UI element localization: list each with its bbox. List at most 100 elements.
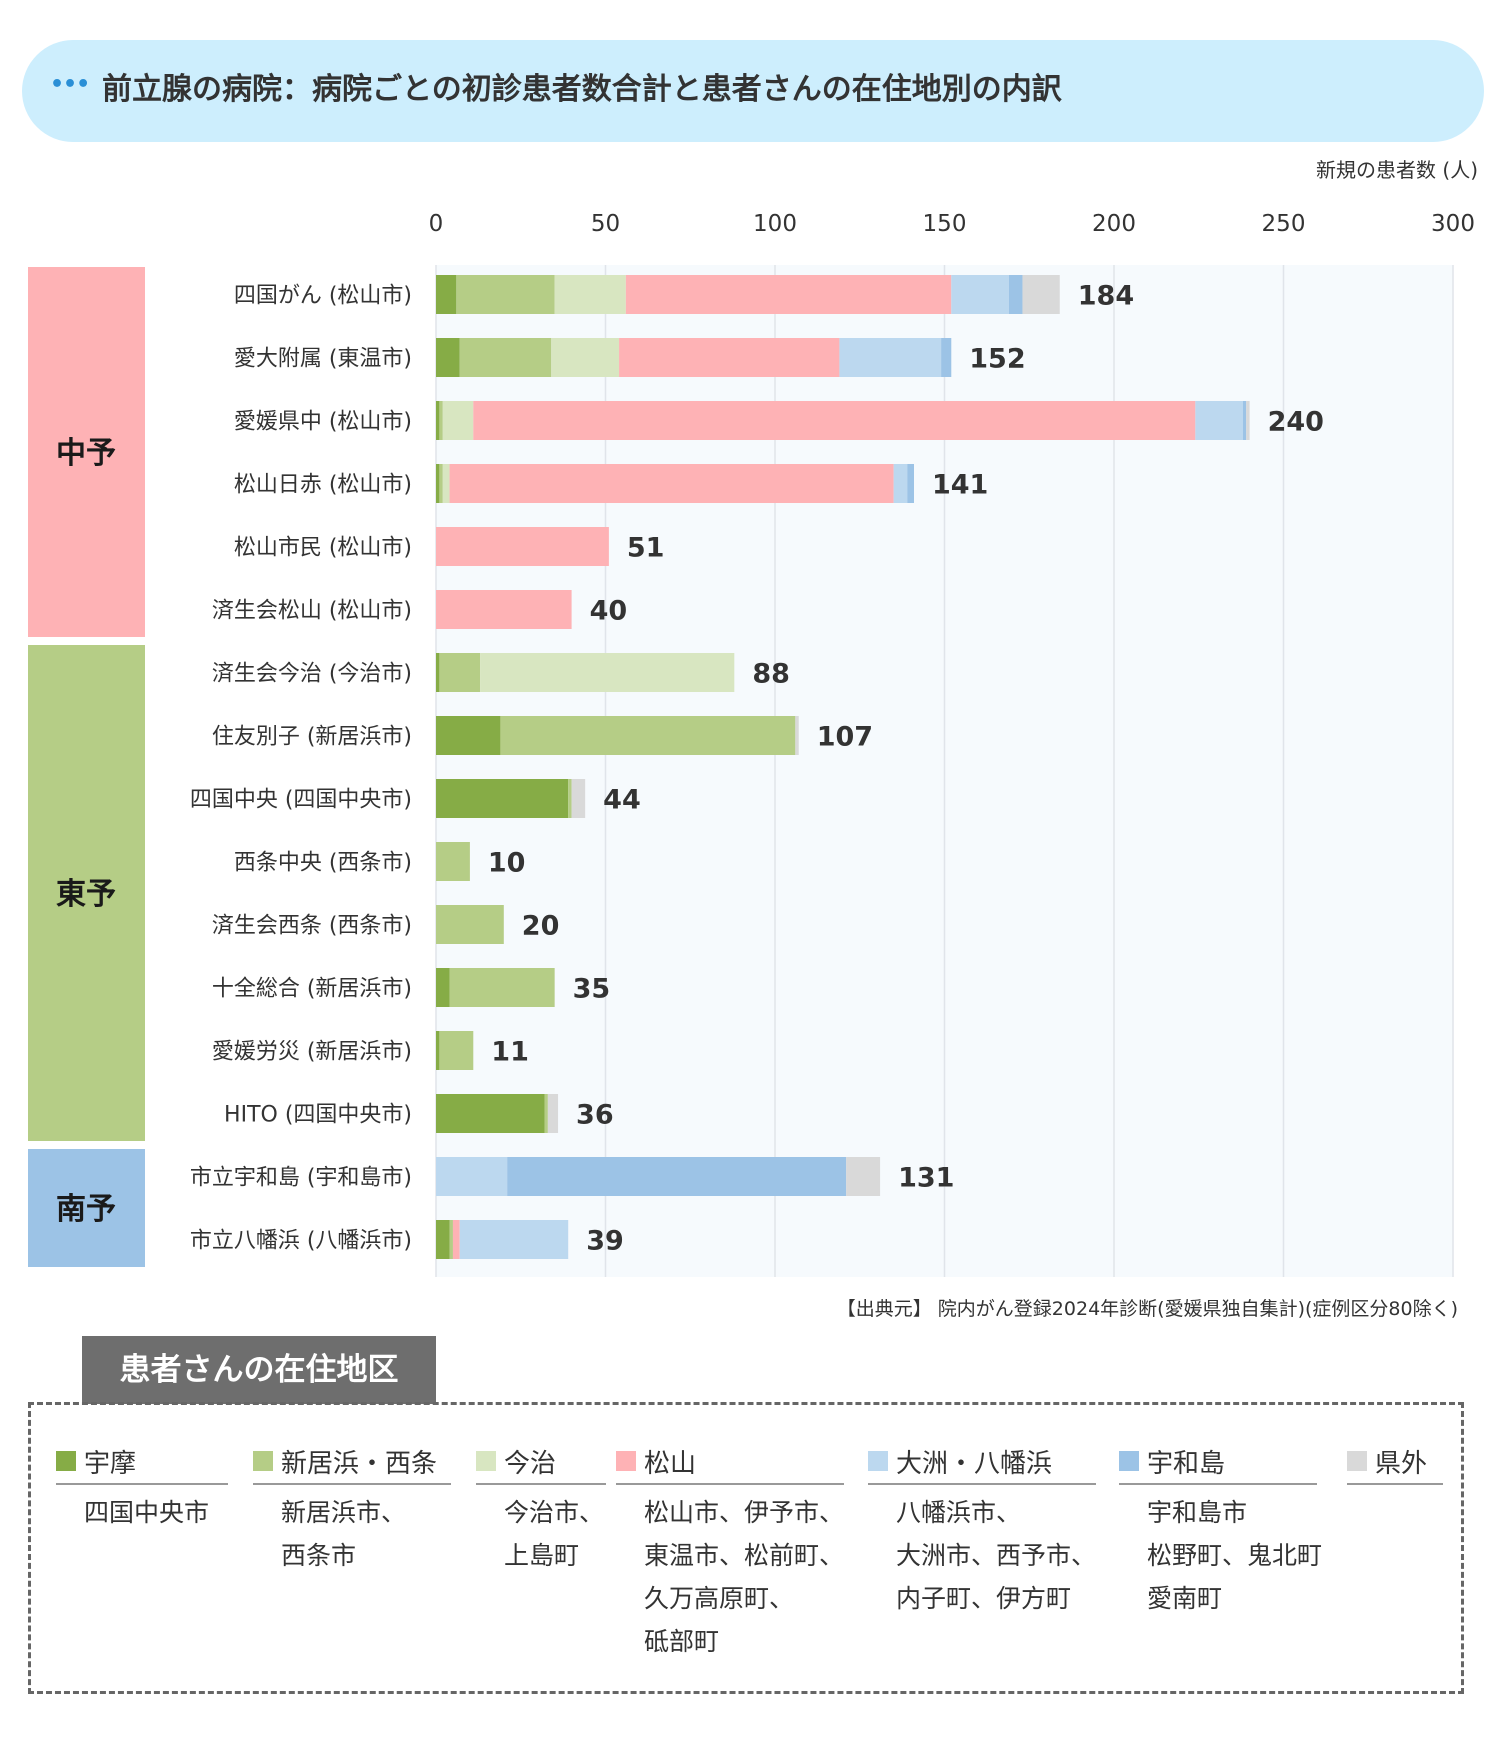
- legend-item-areas: 今治市、 上島町: [476, 1491, 606, 1577]
- total-value-label: 39: [586, 1226, 624, 1257]
- bar-segment: [551, 338, 620, 377]
- bar-segment: [436, 590, 572, 629]
- legend-item-name: 大洲・八幡浜: [896, 1448, 1053, 1479]
- total-value-label: 51: [627, 533, 665, 564]
- x-tick-label: 0: [429, 211, 444, 237]
- bar-segment: [436, 464, 440, 503]
- legend-title: 患者さんの在住地区: [82, 1336, 436, 1404]
- bar-segment: [439, 1031, 474, 1070]
- more-dots-icon: •••: [50, 72, 90, 97]
- bar-segment: [473, 401, 1196, 440]
- legend-item: 宇和島 宇和島市 松野町、鬼北町 愛南町: [1119, 1441, 1322, 1620]
- bar-segment: [456, 275, 555, 314]
- bar-segment: [436, 842, 470, 881]
- total-value-label: 184: [1078, 281, 1134, 312]
- bar-segment: [795, 716, 799, 755]
- bar-segment: [436, 338, 460, 377]
- legend-item-areas: 松山市、伊予市、 東温市、松前町、 久万高原町、 砥部町: [616, 1491, 844, 1663]
- region-label: 南予: [56, 1192, 116, 1227]
- bar-segment: [449, 968, 555, 1007]
- total-value-label: 20: [522, 911, 560, 942]
- legend-item: 大洲・八幡浜八幡浜市、 大洲市、西予市、 内子町、伊方町: [868, 1441, 1096, 1620]
- bar-segment: [436, 1157, 508, 1196]
- bar-segment: [436, 653, 440, 692]
- bar-segment: [1242, 401, 1247, 440]
- hospital-label: 愛媛県中 (松山市): [234, 410, 412, 435]
- legend-item-header: 宇摩: [56, 1441, 228, 1485]
- legend-area-line: 愛南町: [1147, 1584, 1223, 1613]
- legend-item-name: 今治: [504, 1448, 557, 1479]
- bar-segment: [449, 1220, 453, 1259]
- bar-segment: [941, 338, 952, 377]
- total-value-label: 40: [590, 596, 628, 627]
- bar-segment: [1022, 275, 1060, 314]
- legend-swatch: [476, 1451, 496, 1471]
- legend-area-line: 四国中央市: [84, 1498, 210, 1527]
- legend-area-line: 内子町、伊方町: [896, 1584, 1072, 1613]
- hospital-label: 松山市民 (松山市): [234, 536, 412, 561]
- bar-segment: [839, 338, 942, 377]
- legend-swatch: [868, 1451, 888, 1471]
- bar-segment: [436, 1094, 545, 1133]
- hospital-label: 済生会今治 (今治市): [212, 662, 412, 687]
- bar-segment: [436, 527, 609, 566]
- bar-segment: [439, 653, 481, 692]
- bar-segment: [436, 401, 440, 440]
- legend-item-header: 新居浜・西条: [253, 1441, 451, 1485]
- bar-segment: [500, 716, 796, 755]
- legend-item-name: 松山: [644, 1448, 697, 1479]
- bar-segment: [442, 464, 450, 503]
- hospital-label: 愛大附属 (東温市): [234, 347, 412, 372]
- x-tick-label: 100: [753, 211, 797, 237]
- legend-item-name: 宇摩: [84, 1448, 137, 1479]
- legend-item-name: 新居浜・西条: [281, 1448, 438, 1479]
- bar-segment: [452, 1220, 460, 1259]
- bar-segment: [1008, 275, 1023, 314]
- legend-item-name: 県外: [1375, 1448, 1428, 1479]
- hospital-label: 四国がん (松山市): [234, 284, 412, 309]
- total-value-label: 131: [898, 1163, 954, 1194]
- legend-area-line: 砥部町: [644, 1627, 720, 1656]
- total-value-label: 141: [932, 470, 988, 501]
- total-value-label: 107: [817, 722, 873, 753]
- bar-segment: [436, 1031, 440, 1070]
- legend-area-line: 西条市: [281, 1541, 357, 1570]
- total-value-label: 11: [491, 1037, 529, 1068]
- legend-item: 今治今治市、 上島町: [476, 1441, 606, 1577]
- bar-segment: [1195, 401, 1243, 440]
- legend-area-line: 久万高原町、: [644, 1584, 795, 1613]
- bar-segment: [436, 968, 450, 1007]
- region-band: [28, 645, 145, 1141]
- region-label: 中予: [56, 436, 116, 471]
- bar-segment: [547, 1094, 559, 1133]
- hospital-label: 住友別子 (新居浜市): [212, 725, 412, 750]
- legend-swatch: [616, 1451, 636, 1471]
- x-tick-label: 250: [1262, 211, 1306, 237]
- bar-segment: [554, 275, 626, 314]
- bar-segment: [951, 275, 1009, 314]
- bar-segment: [893, 464, 908, 503]
- x-axis-unit-label: 新規の患者数 (人): [1316, 158, 1478, 182]
- legend-item-header: 大洲・八幡浜: [868, 1441, 1096, 1485]
- total-value-label: 36: [576, 1100, 614, 1131]
- bar-segment: [480, 653, 735, 692]
- legend-item-areas: 宇和島市 松野町、鬼北町 愛南町: [1119, 1491, 1322, 1620]
- source-note: 【出典元】 院内がん登録2024年診断(愛媛県独自集計)(症例区分80除く): [836, 1298, 1458, 1320]
- bar-segment: [436, 1220, 450, 1259]
- bar-segment: [571, 779, 586, 818]
- bar-segment: [1246, 401, 1250, 440]
- chart-title: 前立腺の病院：病院ごとの初診患者数合計と患者さんの在住地別の内訳: [102, 72, 1062, 107]
- legend-swatch: [56, 1451, 76, 1471]
- legend-item-header: 県外: [1347, 1441, 1443, 1485]
- bar-segment: [442, 401, 474, 440]
- x-tick-label: 50: [591, 211, 620, 237]
- legend-item-areas: 四国中央市: [56, 1491, 228, 1534]
- bar-segment: [436, 779, 569, 818]
- legend-item: 新居浜・西条 新居浜市、 西条市: [253, 1441, 451, 1577]
- bar-segment: [568, 779, 572, 818]
- hospital-label: 済生会西条 (西条市): [212, 914, 412, 939]
- hospital-label: 四国中央 (四国中央市): [190, 788, 412, 813]
- legend-item-areas: 八幡浜市、 大洲市、西予市、 内子町、伊方町: [868, 1491, 1096, 1620]
- bar-segment: [846, 1157, 881, 1196]
